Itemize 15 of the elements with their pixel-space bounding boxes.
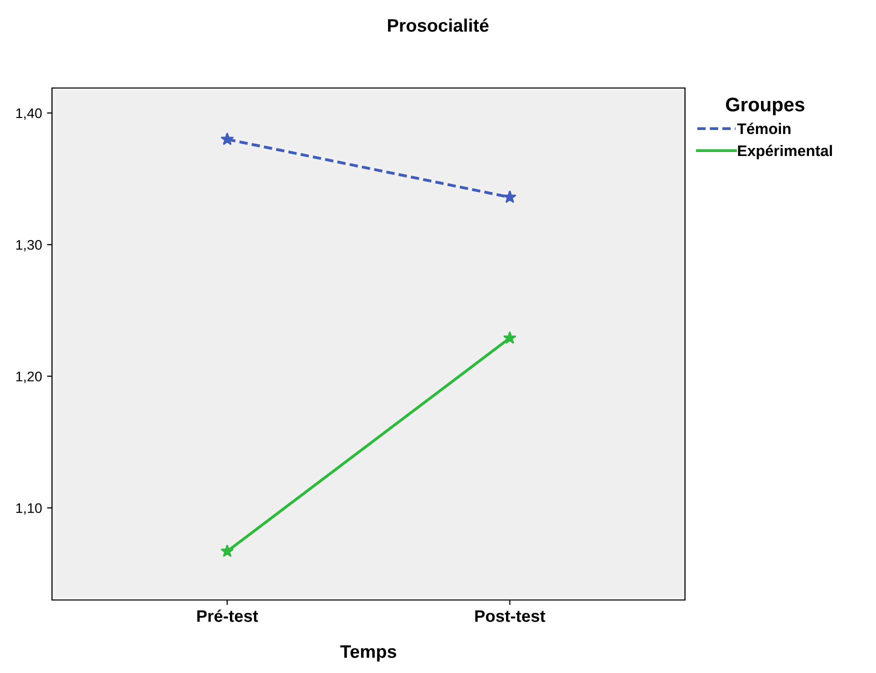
legend-label: Témoin <box>737 122 790 134</box>
y-tick-label: 1,40 <box>16 108 42 120</box>
x-axis-title: Temps <box>340 645 396 662</box>
y-tick-label: 1,20 <box>16 372 42 384</box>
y-tick-label: 1,10 <box>16 503 42 515</box>
y-tick-label: 1,30 <box>16 240 42 252</box>
point <box>503 190 516 203</box>
point <box>220 132 234 146</box>
x-tick-label: Post-test <box>475 610 546 622</box>
point <box>503 331 516 344</box>
legend-title: Groupes <box>726 98 804 116</box>
chart-title: Prosocialité <box>388 18 489 32</box>
point <box>220 544 234 558</box>
x-tick-label: Pré-test <box>197 610 258 622</box>
legend-label: Expérimental <box>738 144 832 160</box>
